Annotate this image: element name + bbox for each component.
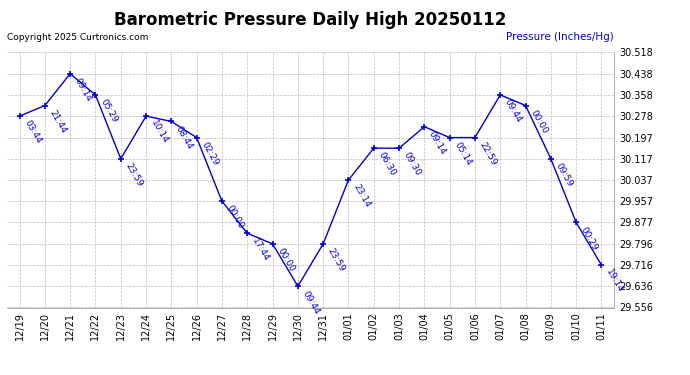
Text: 02:29: 02:29 — [199, 140, 220, 167]
Text: 09:30: 09:30 — [402, 151, 422, 178]
Text: 09:14: 09:14 — [73, 76, 94, 103]
Text: 09:59: 09:59 — [553, 162, 574, 189]
Text: 05:14: 05:14 — [453, 140, 473, 167]
Text: Barometric Pressure Daily High 20250112: Barometric Pressure Daily High 20250112 — [115, 11, 506, 29]
Text: Copyright 2025 Curtronics.com: Copyright 2025 Curtronics.com — [7, 33, 148, 42]
Text: 23:14: 23:14 — [351, 183, 372, 210]
Text: 17:44: 17:44 — [250, 236, 270, 263]
Text: 21:44: 21:44 — [48, 108, 68, 135]
Text: 00:00: 00:00 — [529, 108, 549, 135]
Text: 19:14: 19:14 — [604, 268, 625, 295]
Text: Pressure (Inches/Hg): Pressure (Inches/Hg) — [506, 32, 614, 42]
Text: 09:14: 09:14 — [427, 129, 448, 156]
Text: 08:44: 08:44 — [174, 124, 195, 151]
Text: 00:00: 00:00 — [225, 204, 246, 231]
Text: 05:29: 05:29 — [98, 98, 119, 124]
Text: 10:14: 10:14 — [149, 119, 170, 146]
Text: 00:29: 00:29 — [579, 225, 600, 252]
Text: 23:59: 23:59 — [124, 162, 144, 188]
Text: 03:44: 03:44 — [22, 119, 43, 146]
Text: 22:59: 22:59 — [477, 140, 498, 167]
Text: 00:00: 00:00 — [275, 247, 296, 274]
Text: 09:44: 09:44 — [503, 98, 524, 124]
Text: 09:44: 09:44 — [301, 289, 322, 316]
Text: 06:30: 06:30 — [377, 151, 397, 178]
Text: 23:59: 23:59 — [326, 247, 346, 273]
